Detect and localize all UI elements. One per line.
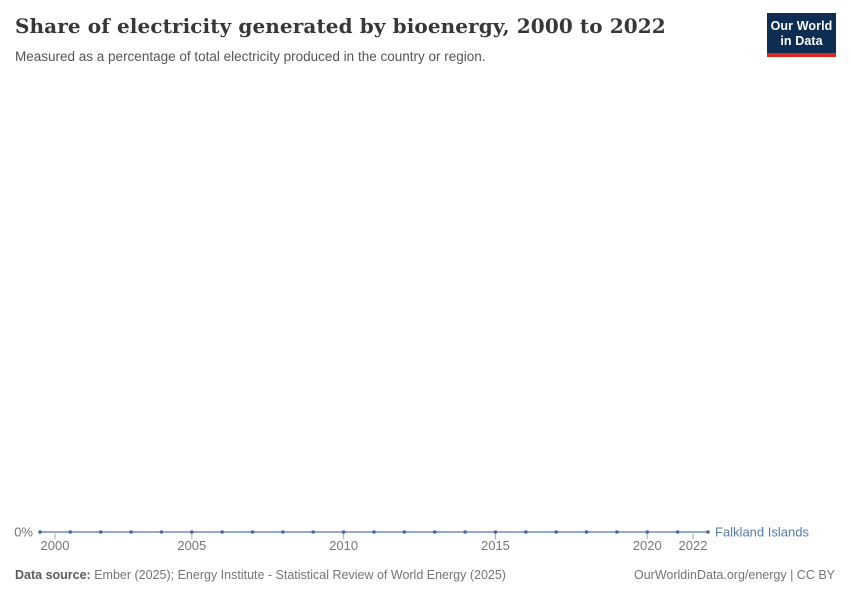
chart-title: Share of electricity generated by bioene… — [15, 14, 666, 38]
series-label: Falkland Islands — [715, 525, 809, 540]
x-tick-label: 2022 — [679, 538, 708, 553]
data-source: Data source: Ember (2025); Energy Instit… — [15, 568, 506, 582]
data-point-marker — [68, 530, 73, 534]
data-point-marker — [38, 530, 42, 534]
data-point-marker — [311, 530, 316, 534]
data-point-marker — [554, 530, 558, 534]
x-tick-label: 2005 — [177, 538, 206, 553]
data-point-marker — [190, 530, 194, 534]
data-point-marker — [372, 530, 376, 534]
chart-titles: Share of electricity generated by bioene… — [15, 13, 666, 66]
x-tick-label: 2015 — [481, 538, 510, 553]
data-point-marker — [645, 530, 650, 534]
data-point-marker — [159, 530, 164, 534]
data-point-marker — [129, 530, 133, 534]
data-point-marker — [281, 530, 285, 534]
data-point-marker — [584, 530, 589, 534]
data-source-label: Data source: — [15, 568, 91, 582]
owid-logo: Our World in Data — [767, 13, 836, 57]
x-tick-label: 2010 — [329, 538, 358, 553]
data-point-marker — [524, 530, 528, 534]
data-point-marker — [341, 530, 346, 534]
chart-subtitle: Measured as a percentage of total electr… — [15, 49, 486, 64]
data-point-marker — [220, 530, 224, 534]
data-point-marker — [463, 530, 467, 534]
chart-footer: Data source: Ember (2025); Energy Instit… — [15, 568, 835, 582]
data-point-marker — [402, 530, 407, 534]
data-point-marker — [615, 530, 619, 534]
data-point-marker — [706, 530, 710, 534]
data-point-marker — [493, 530, 498, 534]
logo-line-2: in Data — [780, 34, 823, 48]
credit-line: OurWorldinData.org/energy | CC BY — [633, 568, 835, 582]
x-tick-label: 2020 — [633, 538, 662, 553]
data-point-marker — [675, 530, 680, 534]
y-axis-zero-label: 0% — [14, 525, 33, 540]
x-tick-label: 2000 — [41, 538, 70, 553]
logo-line-1: Our World — [770, 19, 833, 33]
data-source-text: Ember (2025); Energy Institute - Statist… — [94, 568, 506, 582]
data-point-marker — [250, 530, 255, 534]
data-point-marker — [432, 530, 437, 534]
chart-header: Share of electricity generated by bioene… — [15, 13, 836, 66]
data-point-marker — [98, 530, 103, 534]
